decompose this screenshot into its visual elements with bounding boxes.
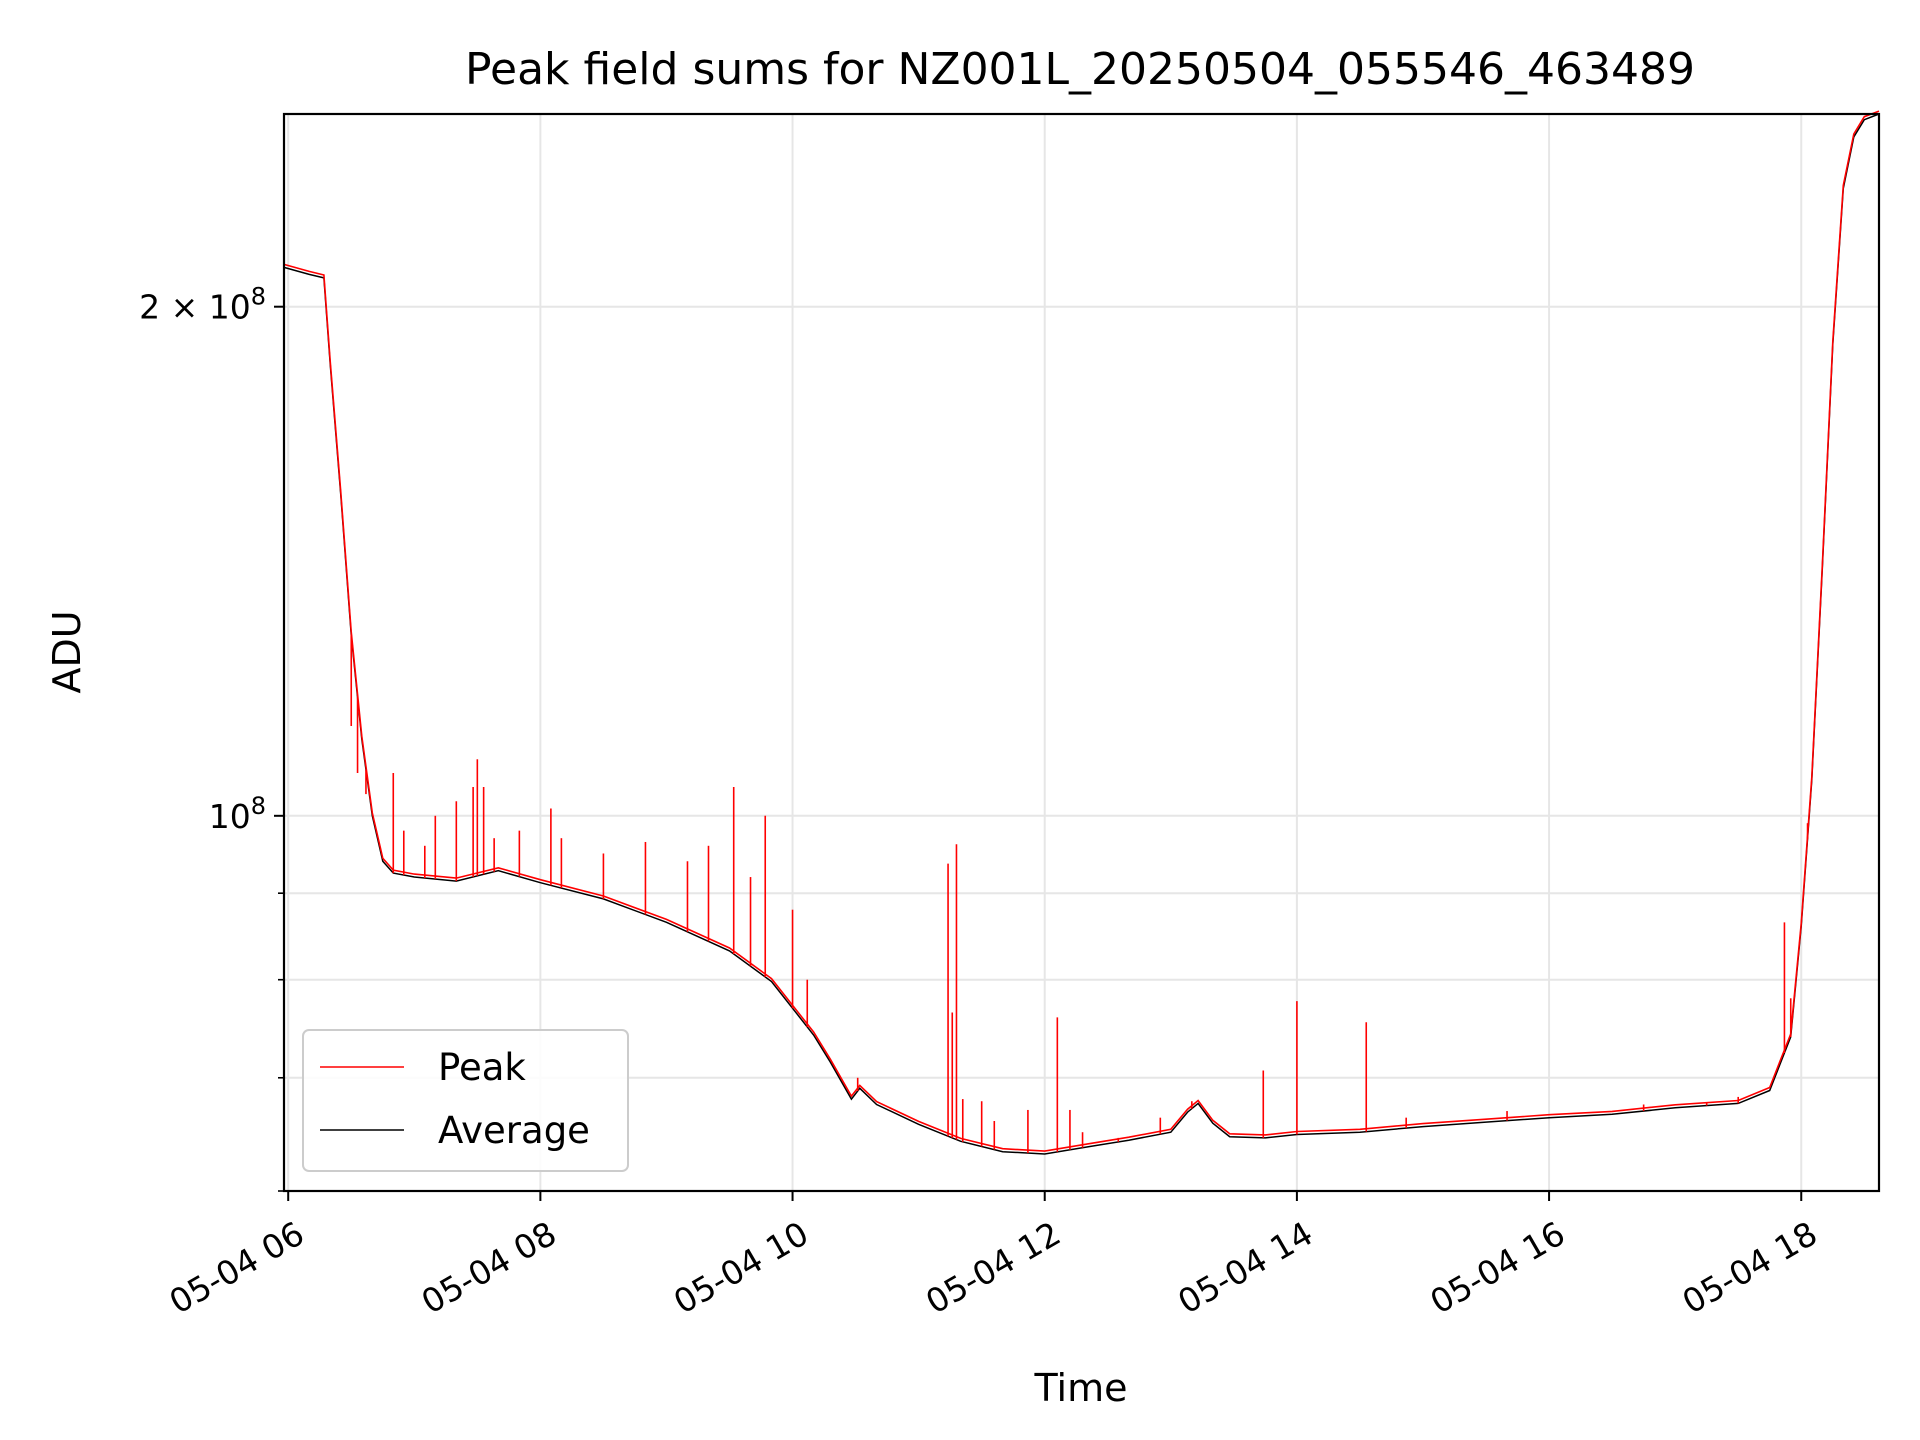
- x-tick-label: 05-04 12: [919, 1214, 1067, 1322]
- series-peak-line: [283, 110, 1880, 1152]
- x-tick-label: 05-04 10: [667, 1214, 815, 1322]
- grid: [284, 114, 1879, 1192]
- series-peak: [283, 110, 1880, 1154]
- chart-title: Peak field sums for NZ001L_20250504_0555…: [465, 44, 1695, 95]
- y-axis-label: ADU: [45, 610, 89, 693]
- legend-average-label: Average: [438, 1109, 590, 1152]
- x-tick-label: 05-04 06: [163, 1214, 311, 1322]
- legend-peak-label: Peak: [438, 1046, 526, 1089]
- y-tick-label: 108: [209, 792, 266, 836]
- plot-frame: [282, 112, 1881, 1193]
- series-average: [283, 113, 1880, 1155]
- x-tick-label: 05-04 18: [1676, 1214, 1824, 1322]
- y-axis: 108 2 × 108: [139, 283, 284, 1192]
- legend: Peak Average: [302, 1029, 629, 1172]
- x-axis-label: Time: [1034, 1366, 1128, 1410]
- x-tick-label: 05-04 08: [415, 1214, 563, 1322]
- legend-box: [302, 1029, 629, 1172]
- x-tick-label: 05-04 14: [1171, 1214, 1319, 1322]
- x-tick-label: 05-04 16: [1423, 1214, 1571, 1322]
- x-axis: 05-04 06 05-04 08 05-04 10 05-04 12 05-04 14…: [163, 1191, 1824, 1322]
- y-tick-label: 2 × 108: [139, 283, 266, 327]
- series-average-line: [283, 113, 1880, 1155]
